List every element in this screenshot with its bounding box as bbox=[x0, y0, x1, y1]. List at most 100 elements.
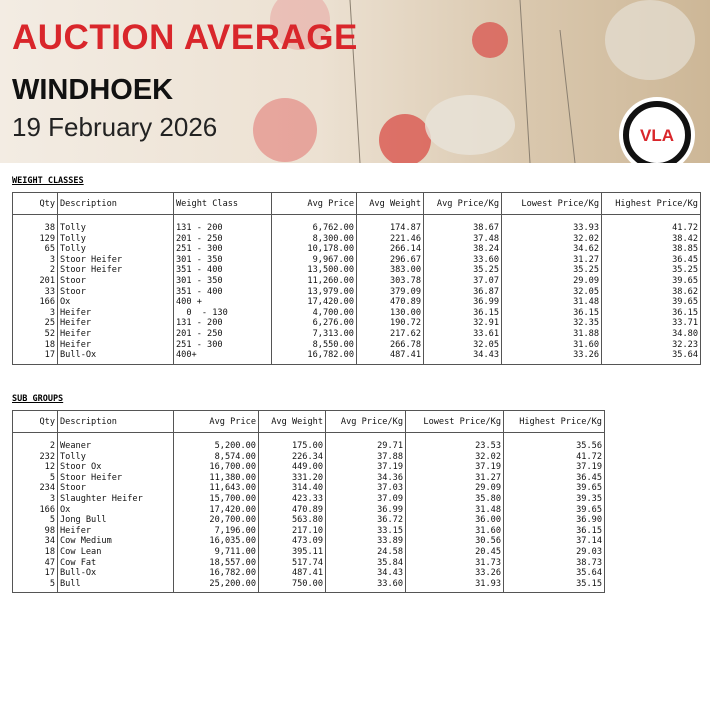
cell: Heifer bbox=[57, 307, 174, 319]
cell: 517.74 bbox=[258, 557, 326, 569]
cell: 487.41 bbox=[356, 350, 424, 365]
cell: 52 bbox=[12, 328, 58, 340]
row: 3 Heifer 0 - 130 4,700.00 130.00 36.15 36.15 3… bbox=[12, 307, 701, 319]
cell: 0 - 130 bbox=[173, 307, 272, 319]
cell: 31.27 bbox=[501, 254, 602, 266]
cell: 38.73 bbox=[503, 557, 605, 569]
cell: 31.73 bbox=[405, 557, 504, 569]
row: 3 Stoor Heifer 301 - 350 9,967.00 296.67 33.6… bbox=[12, 254, 701, 266]
cell: 166 bbox=[12, 297, 58, 308]
cell: 35.64 bbox=[601, 350, 701, 365]
cell: 35.64 bbox=[503, 568, 605, 579]
cell: 20,700.00 bbox=[173, 515, 259, 526]
cell: 11,380.00 bbox=[173, 472, 259, 484]
cell: 32.02 bbox=[405, 451, 504, 463]
cell: 38.67 bbox=[423, 214, 502, 234]
cell: Cow Lean bbox=[57, 546, 174, 558]
cell: 37.19 bbox=[325, 462, 406, 473]
cell: Bull-Ox bbox=[57, 568, 174, 579]
cell: 32.23 bbox=[601, 339, 701, 351]
cell: 3 bbox=[12, 493, 58, 505]
cell: 39.65 bbox=[601, 297, 701, 308]
cell: 36.00 bbox=[405, 515, 504, 526]
cell: 301 - 350 bbox=[173, 254, 272, 266]
header-row: Qty Description Weight Class Avg Price Avg W… bbox=[12, 192, 701, 215]
cell: 17,420.00 bbox=[271, 297, 357, 308]
cell: 33.15 bbox=[325, 525, 406, 537]
cell: 33.26 bbox=[501, 350, 602, 365]
row: 38 Tolly 131 - 200 6,762.00 174.87 38.67 33.93… bbox=[12, 214, 701, 234]
cell: 6,762.00 bbox=[271, 214, 357, 234]
cell: 423.33 bbox=[258, 493, 326, 505]
cell: Tolly bbox=[57, 451, 174, 463]
row: 18 Cow Lean 9,711.00 395.11 24.58 20.45 29.03 bbox=[12, 546, 605, 558]
cell: 18 bbox=[12, 546, 58, 558]
cell: 36.87 bbox=[423, 286, 502, 298]
cell: Tolly bbox=[57, 233, 174, 245]
cell: 37.48 bbox=[423, 233, 502, 245]
cell: 175.00 bbox=[258, 432, 326, 452]
cell: 34.80 bbox=[601, 328, 701, 340]
cell: 29.09 bbox=[501, 275, 602, 287]
location: WINDHOEK bbox=[12, 74, 174, 106]
cell: 31.88 bbox=[501, 328, 602, 340]
row: 98 Heifer 7,196.00 217.10 33.15 31.60 36.15 bbox=[12, 525, 605, 537]
cell: 25,200.00 bbox=[173, 578, 259, 593]
row: 5 Jong Bull 20,700.00 563.80 36.72 36.00 36.90 bbox=[12, 515, 605, 526]
cell: 32.35 bbox=[501, 318, 602, 329]
cell: 36.15 bbox=[501, 307, 602, 319]
column-header: Avg Price bbox=[173, 410, 259, 433]
cell: 470.89 bbox=[356, 297, 424, 308]
cell: 5,200.00 bbox=[173, 432, 259, 452]
column-header: Avg Price bbox=[271, 192, 357, 215]
cell: 190.72 bbox=[356, 318, 424, 329]
cell: 201 - 250 bbox=[173, 328, 272, 340]
cell: 217.62 bbox=[356, 328, 424, 340]
cell: 314.40 bbox=[258, 483, 326, 494]
cell: 33.89 bbox=[325, 536, 406, 547]
cell: 36.90 bbox=[503, 515, 605, 526]
cell: 473.09 bbox=[258, 536, 326, 547]
cell: 41.72 bbox=[503, 451, 605, 463]
cell: 296.67 bbox=[356, 254, 424, 266]
cell: 8,300.00 bbox=[271, 233, 357, 245]
cell: 34.62 bbox=[501, 244, 602, 255]
cell: 39.65 bbox=[503, 504, 605, 516]
cell: 35.15 bbox=[503, 578, 605, 593]
cell: 8,550.00 bbox=[271, 339, 357, 351]
cell: 201 - 250 bbox=[173, 233, 272, 245]
cell: 33.93 bbox=[501, 214, 602, 234]
cell: 32.02 bbox=[501, 233, 602, 245]
cell: 470.89 bbox=[258, 504, 326, 516]
cell: 29.71 bbox=[325, 432, 406, 452]
cell: 131 - 200 bbox=[173, 318, 272, 329]
row: 17 Bull-Ox 400+ 16,782.00 487.41 34.43 33.26 35… bbox=[12, 350, 701, 365]
cell: 351 - 400 bbox=[173, 286, 272, 298]
cell: 38.62 bbox=[601, 286, 701, 298]
cell: 9,967.00 bbox=[271, 254, 357, 266]
banner-art: VLA bbox=[253, 0, 695, 163]
cell: 16,782.00 bbox=[271, 350, 357, 365]
cell: 38 bbox=[12, 214, 58, 234]
cell: 36.15 bbox=[601, 307, 701, 319]
cell: Ox bbox=[57, 297, 174, 308]
cell: 12 bbox=[12, 462, 58, 473]
cell: 47 bbox=[12, 557, 58, 569]
column-header: Description bbox=[57, 192, 174, 215]
cell: 9,711.00 bbox=[173, 546, 259, 558]
cell: 31.48 bbox=[501, 297, 602, 308]
subgroup-table: Qty Description Avg Price Avg Weight Avg Pri… bbox=[12, 410, 605, 594]
cell: 31.93 bbox=[405, 578, 504, 593]
cell: 38.85 bbox=[601, 244, 701, 255]
cell: 36.15 bbox=[503, 525, 605, 537]
cell: 3 bbox=[12, 254, 58, 266]
cell: Heifer bbox=[57, 328, 174, 340]
cell: 41.72 bbox=[601, 214, 701, 234]
row: 12 Stoor Ox 16,700.00 449.00 37.19 37.19 37.19 bbox=[12, 462, 605, 473]
cell: 251 - 300 bbox=[173, 244, 272, 255]
column-header: Qty bbox=[12, 410, 58, 433]
cell: 303.78 bbox=[356, 275, 424, 287]
cell: 18 bbox=[12, 339, 58, 351]
cell: Tolly bbox=[57, 214, 174, 234]
